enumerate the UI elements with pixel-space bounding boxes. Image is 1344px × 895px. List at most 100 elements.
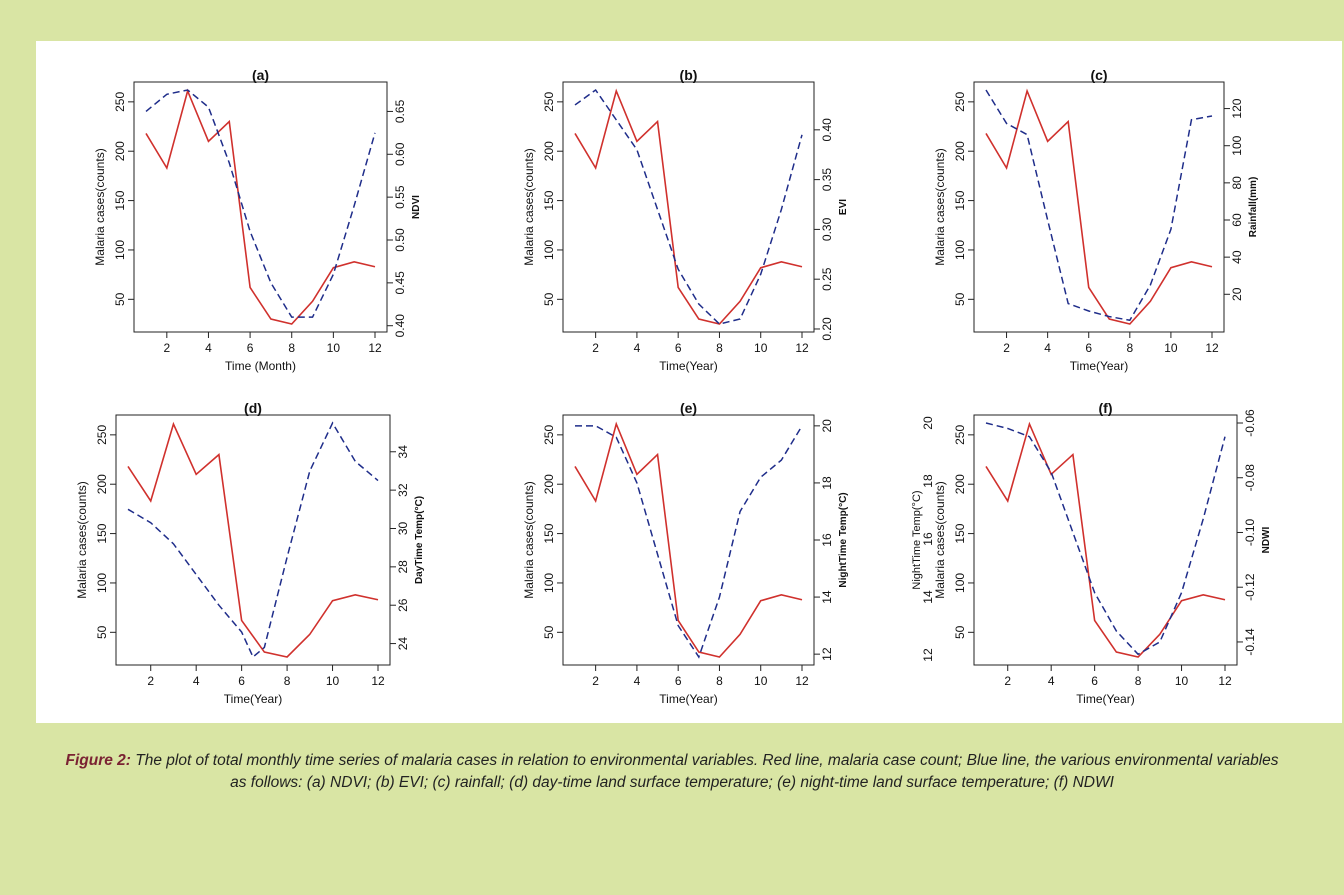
y2-axis-label: NDWI <box>1261 526 1272 553</box>
y-tick-label: 150 <box>953 190 967 210</box>
extra-axis-label: NightTime Temp(°C) <box>911 490 923 589</box>
environmental-variable-line <box>145 89 376 318</box>
x-tick-label: 12 <box>1205 341 1219 355</box>
chart-e: (e) 2 4 6 8 10 12 Time(Year) 50 100 150 200 250 Malar… <box>522 400 849 706</box>
y-tick-label: 50 <box>113 292 127 306</box>
x-tick-label: 12 <box>795 341 809 355</box>
y2-tick-label: 0.40 <box>393 314 407 338</box>
x-tick-label: 8 <box>284 674 291 688</box>
y-tick-label: 100 <box>542 240 556 260</box>
y-tick-label: 100 <box>953 240 967 260</box>
x-tick-label: 8 <box>716 674 723 688</box>
y-tick-label: 200 <box>542 474 556 494</box>
y2-tick-label: -0.08 <box>1243 464 1257 492</box>
environmental-variable-line <box>575 425 803 659</box>
y-tick-label: 200 <box>953 141 967 161</box>
y-tick-label: 150 <box>542 190 556 210</box>
x-tick-label: 4 <box>1044 341 1051 355</box>
x-tick-label: 8 <box>716 341 723 355</box>
y2-tick-label: 32 <box>396 483 410 497</box>
plot-frame <box>562 81 815 333</box>
x-tick-label: 12 <box>371 674 385 688</box>
x-tick-label: 4 <box>634 674 641 688</box>
environmental-variable-line <box>127 421 379 659</box>
chart-title: (f) <box>1099 400 1113 416</box>
x-tick-label: 4 <box>205 341 212 355</box>
y-axis-label: Malaria cases(counts) <box>933 148 947 265</box>
y-tick-label: 250 <box>953 425 967 445</box>
y-tick-label: 50 <box>953 625 967 639</box>
y2-tick-label: 28 <box>396 560 410 574</box>
extra-tick-label: 12 <box>921 648 935 662</box>
y2-tick-label: 40 <box>1230 250 1244 264</box>
malaria-cases-line <box>127 421 379 658</box>
y-tick-label: 200 <box>953 474 967 494</box>
x-tick-label: 4 <box>193 674 200 688</box>
plot-frame <box>562 414 815 666</box>
y2-tick-label: 0.25 <box>820 267 834 291</box>
y2-axis-label: NDVI <box>411 195 422 219</box>
y2-tick-label: 12 <box>820 647 834 661</box>
x-tick-label: 6 <box>675 341 682 355</box>
y-tick-label: 250 <box>542 425 556 445</box>
environmental-variable-line <box>574 88 803 325</box>
malaria-cases-line <box>574 88 803 325</box>
caption-label: Figure 2: <box>65 752 131 769</box>
y-tick-label: 200 <box>95 474 109 494</box>
x-tick-label: 6 <box>1091 674 1098 688</box>
y2-tick-label: 0.30 <box>820 217 834 241</box>
y2-tick-label: 0.35 <box>820 168 834 192</box>
x-tick-label: 4 <box>1048 674 1055 688</box>
y-tick-label: 50 <box>542 292 556 306</box>
chart-a: (a) 2 4 6 8 10 12 Time (Month) 50 100 150 200 250 Mal… <box>93 67 422 373</box>
y-axis-label: Malaria cases(counts) <box>93 148 107 265</box>
environmental-variable-line <box>985 422 1226 656</box>
y-axis-label: Malaria cases(counts) <box>933 481 947 598</box>
y-tick-label: 250 <box>542 92 556 112</box>
y-tick-label: 250 <box>113 92 127 112</box>
x-axis-label: Time(Year) <box>659 359 717 373</box>
x-tick-label: 10 <box>754 341 768 355</box>
malaria-cases-line <box>985 421 1226 658</box>
y2-tick-label: -0.10 <box>1243 518 1257 546</box>
x-tick-label: 10 <box>754 674 768 688</box>
x-axis-label: Time (Month) <box>225 359 296 373</box>
y2-tick-label: -0.14 <box>1243 628 1257 656</box>
y2-tick-label: 18 <box>820 476 834 490</box>
chart-title: (d) <box>244 400 262 416</box>
x-tick-label: 2 <box>1004 674 1011 688</box>
y-tick-label: 250 <box>95 425 109 445</box>
x-tick-label: 6 <box>675 674 682 688</box>
x-tick-label: 10 <box>327 341 341 355</box>
x-tick-label: 4 <box>634 341 641 355</box>
y-tick-label: 150 <box>113 190 127 210</box>
x-axis-label: Time(Year) <box>224 692 282 706</box>
y2-axis-label: NightTime Temp(°C) <box>838 492 849 587</box>
x-tick-label: 2 <box>592 341 599 355</box>
chart-title: (a) <box>252 67 269 83</box>
x-tick-label: 6 <box>1085 341 1092 355</box>
x-tick-label: 2 <box>163 341 170 355</box>
y2-tick-label: 0.65 <box>393 99 407 123</box>
y2-tick-label: 0.20 <box>820 317 834 341</box>
caption-text: The plot of total monthly time series of… <box>135 752 1279 791</box>
chart-title: (b) <box>680 67 698 83</box>
y-tick-label: 250 <box>953 92 967 112</box>
y2-tick-label: 26 <box>396 598 410 612</box>
y2-axis-label: Rainfall(mm) <box>1248 177 1259 238</box>
x-tick-label: 2 <box>592 674 599 688</box>
x-tick-label: 8 <box>1135 674 1142 688</box>
y2-tick-label: -0.06 <box>1243 409 1257 437</box>
y2-tick-label: 0.50 <box>393 228 407 252</box>
y-tick-label: 50 <box>542 625 556 639</box>
y2-tick-label: 20 <box>820 419 834 433</box>
x-tick-label: 2 <box>1003 341 1010 355</box>
x-tick-label: 10 <box>1164 341 1178 355</box>
y2-tick-label: 80 <box>1230 176 1244 190</box>
chart-title: (c) <box>1090 67 1107 83</box>
y-tick-label: 100 <box>95 573 109 593</box>
y2-tick-label: 0.55 <box>393 185 407 209</box>
environmental-variable-line <box>985 89 1213 322</box>
y2-tick-label: 100 <box>1230 135 1244 155</box>
y-tick-label: 150 <box>542 523 556 543</box>
